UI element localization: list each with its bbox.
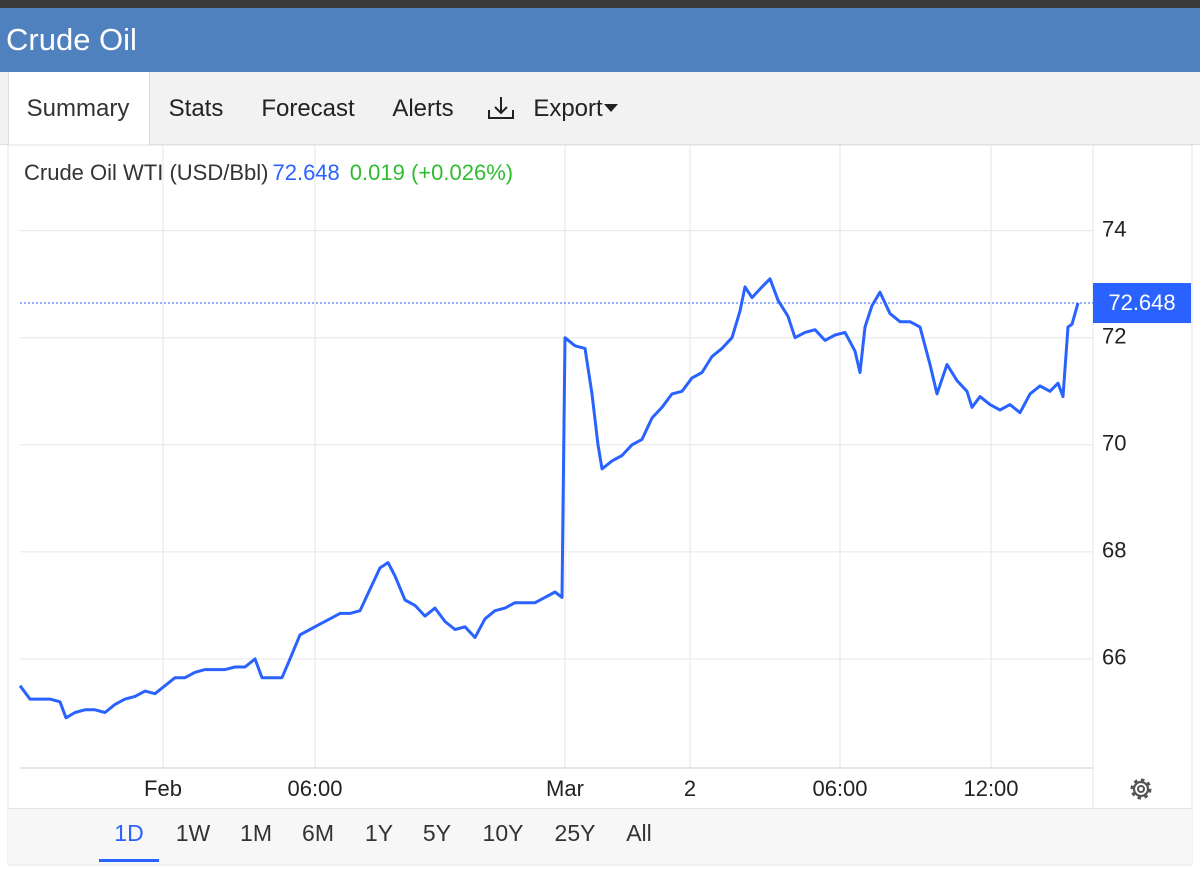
tab[interactable]: Forecast [261,95,355,122]
range-button[interactable]: 5Y [422,820,452,846]
range-button[interactable]: 1M [240,820,272,846]
range-button[interactable]: 6M [302,820,334,846]
range-button[interactable]: All [626,820,652,846]
x-tick-label: 06:00 [812,776,867,801]
legend: Crude Oil WTI (USD/Bbl) 72.648 0.019 (+0.0… [24,160,513,186]
price-line [18,277,1080,720]
y-tick-label: 72 [1102,324,1126,349]
x-tick-label: 06:00 [287,776,342,801]
active-range-underline [99,859,159,862]
range-bar [8,808,1192,864]
y-tick-label: 74 [1102,216,1126,241]
range-button[interactable]: 25Y [554,820,596,846]
y-tick-label: 68 [1102,538,1126,563]
x-tick-label: 12:00 [963,776,1018,801]
last-value: 72.648 [272,160,340,185]
tab[interactable]: Alerts [392,95,454,122]
y-tick-label: 66 [1102,645,1126,670]
tab[interactable]: Summary [26,95,130,122]
range-button[interactable]: 10Y [482,820,524,846]
x-tick-label: Mar [546,776,584,801]
tab[interactable]: Export [533,95,603,122]
change-percent: (+0.026%) [410,160,514,185]
last-price-badge [1093,283,1191,324]
settings-icon[interactable] [1130,778,1152,800]
series-name: Crude Oil WTI (USD/Bbl) [24,160,269,185]
range-button[interactable]: 1W [175,820,211,846]
change: 0.019 [349,160,405,185]
range-button[interactable]: 1Y [364,820,394,846]
header-title: Crude Oil [0,8,1200,72]
tab[interactable]: Stats [168,95,224,122]
x-tick-label: Feb [144,776,182,801]
chart-frame [7,144,1193,866]
last-price-label: 72.648 [1108,290,1175,315]
active-tab-bg [8,72,150,146]
top-bar [0,0,1200,8]
range-button[interactable]: 1D [114,820,144,846]
x-tick-label: 2 [684,776,696,801]
y-tick-label: 70 [1102,431,1126,456]
